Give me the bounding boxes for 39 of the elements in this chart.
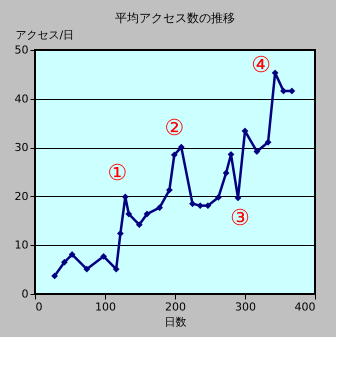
point [136, 221, 143, 228]
point [264, 138, 272, 146]
point [254, 148, 260, 155]
point [280, 88, 287, 94]
y-tick-label: 10 [14, 238, 28, 252]
y-tick-label: 30 [14, 141, 28, 154]
annotation: ③ [230, 206, 250, 231]
point [117, 230, 124, 237]
chart-title: 平均アクセス数の推移 [115, 11, 235, 25]
y-tick-label: 40 [14, 92, 28, 106]
point [68, 251, 76, 258]
point [215, 194, 222, 201]
point [51, 272, 58, 280]
annotation: ② [164, 116, 184, 142]
point [100, 253, 107, 260]
x-tick-label: 100 [95, 300, 116, 314]
point [288, 88, 296, 94]
y-tick-label: 0 [22, 288, 28, 300]
point [189, 200, 196, 208]
point [156, 204, 163, 211]
point [166, 186, 173, 194]
y-tick-label: 50 [14, 44, 28, 56]
x-tick-label: 0 [36, 300, 42, 314]
point [83, 266, 90, 272]
point [61, 258, 68, 266]
y-axis-title: アクセス/日 [16, 28, 74, 42]
annotation: ① [107, 160, 128, 186]
x-tick-label: 300 [235, 300, 256, 314]
point [125, 210, 132, 218]
point [222, 170, 230, 176]
point [170, 152, 178, 158]
y-tick-label: 20 [14, 190, 28, 203]
x-tick-label: 200 [165, 300, 186, 314]
point [144, 210, 150, 218]
point [204, 202, 212, 210]
x-tick-label: 400 [294, 300, 316, 314]
annotation: ④ [251, 52, 271, 78]
point [178, 144, 185, 150]
x-axis-title: 日数 [164, 316, 186, 328]
